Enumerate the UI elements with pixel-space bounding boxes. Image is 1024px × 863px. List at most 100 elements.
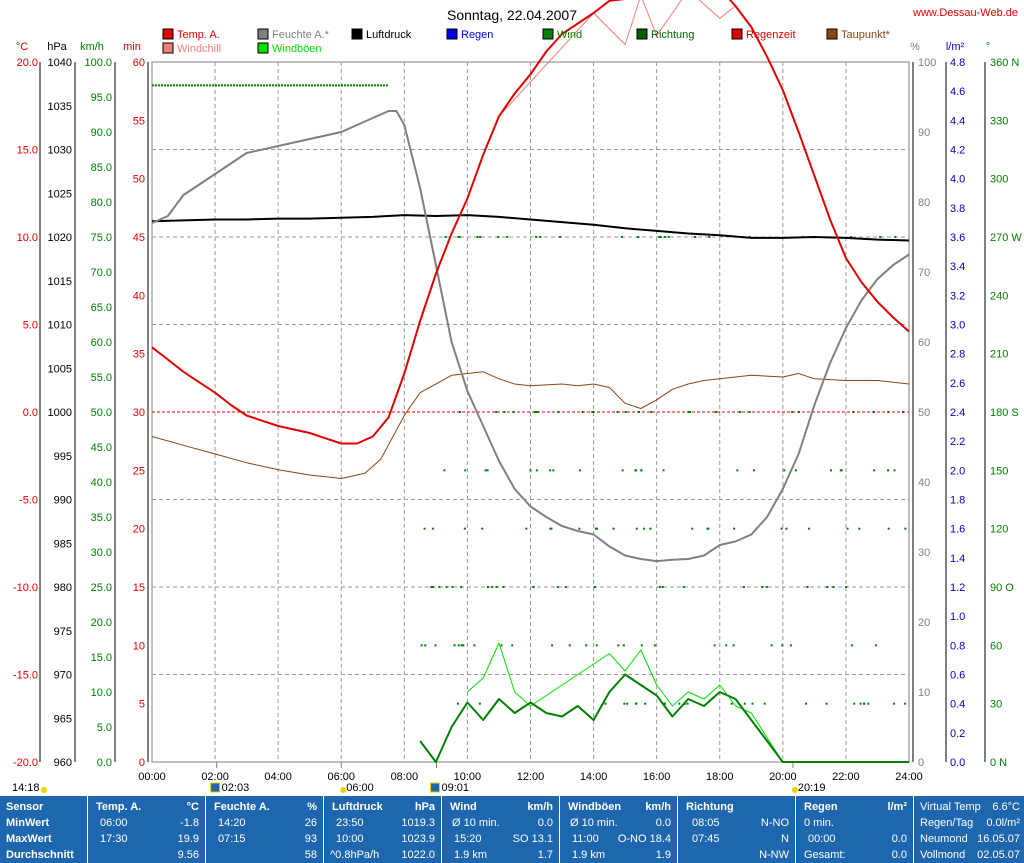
direction-axis-tick-label: 210 xyxy=(990,349,1008,361)
direction-row2-value: N xyxy=(781,833,789,845)
direction-dot xyxy=(438,586,441,588)
wind-axis-tick-label: 50.0 xyxy=(91,407,112,419)
direction-dot xyxy=(536,411,539,413)
direction-dot xyxy=(694,236,697,238)
pressure-header: Luftdruck xyxy=(332,801,383,813)
direction-row2-label: 07:45 xyxy=(692,833,720,845)
direction-dot xyxy=(732,644,735,647)
direction-dot xyxy=(595,644,598,647)
wind-axis-tick-label: 15.0 xyxy=(91,652,112,664)
event-label: 02:03 xyxy=(222,782,250,794)
new-moon-value: 16.05.07 xyxy=(977,833,1020,845)
time-tick-label: 06:00 xyxy=(327,771,355,783)
gusts-row2-value: O-NO 18.4 xyxy=(617,833,671,845)
direction-dot xyxy=(511,644,514,647)
direction-dot xyxy=(479,236,482,238)
direction-dot xyxy=(663,702,666,705)
direction-dot xyxy=(689,411,692,413)
brand-link[interactable]: www.Dessau-Web.de xyxy=(912,7,1018,19)
direction-dot xyxy=(845,586,848,588)
row-label-sensor: Sensor xyxy=(6,801,44,813)
direction-dot xyxy=(495,586,498,588)
legend-label: Temp. A. xyxy=(177,29,220,41)
direction-dot xyxy=(460,586,463,588)
rain-axis-tick-label: 4.2 xyxy=(950,145,965,157)
direction-dot xyxy=(867,702,870,705)
pressure-max-time: 10:00 xyxy=(336,833,364,845)
direction-dot xyxy=(535,411,538,413)
pressure-min-value: 1019.3 xyxy=(401,817,435,829)
direction-dot xyxy=(826,586,829,588)
legend-swatch xyxy=(826,28,838,40)
pressure-axis-tick-label: 970 xyxy=(54,670,72,682)
time-tick-label: 02:00 xyxy=(201,771,229,783)
direction-axis-tick-label: 240 xyxy=(990,290,1008,302)
event-label: 09:01 xyxy=(442,782,470,794)
direction-dot xyxy=(807,527,810,530)
direction-dot xyxy=(451,586,454,588)
stats-pressure: Luftdruck hPa 23:50 1019.3 10:00 1023.9 … xyxy=(324,796,442,863)
direction-dot xyxy=(476,236,479,238)
direction-dot xyxy=(901,411,904,413)
rain-axis-tick-label: 2.0 xyxy=(950,465,965,477)
wind-unit: km/h xyxy=(527,801,553,813)
rain-axis-tick-label: 4.8 xyxy=(950,57,965,69)
wind-axis-tick-label: 65.0 xyxy=(91,302,112,314)
event-label: 06:00 xyxy=(346,782,374,794)
pressure-axis-tick-label: 990 xyxy=(54,495,72,507)
direction-dot xyxy=(873,469,876,472)
direction-dot xyxy=(770,644,773,647)
pressure-axis-unit: hPa xyxy=(47,41,67,53)
legend-swatch xyxy=(731,28,743,40)
direction-dot xyxy=(556,586,559,588)
rain-per-day-label: Regen/Tag xyxy=(920,817,974,829)
direction-dot xyxy=(484,469,487,472)
direction-dot xyxy=(725,644,728,647)
humidity-min-value: 26 xyxy=(304,817,317,829)
direction-dot xyxy=(473,644,476,647)
direction-dot xyxy=(714,411,717,413)
time-tick-label: 10:00 xyxy=(454,771,482,783)
direction-dot xyxy=(863,702,866,705)
direction-dot xyxy=(620,236,623,238)
direction-dot xyxy=(872,411,875,413)
direction-dot xyxy=(658,236,661,238)
temp-min-value: -1.8 xyxy=(180,817,199,829)
direction-dot xyxy=(623,702,626,705)
minutes-axis-tick-label: 25 xyxy=(133,465,145,477)
pressure-axis-tick-label: 1010 xyxy=(48,320,72,332)
direction-axis-tick-label: 360 N xyxy=(990,57,1019,69)
direction-dot xyxy=(637,236,640,238)
direction-dot xyxy=(424,644,427,647)
pressure-axis-tick-label: 1025 xyxy=(48,188,72,200)
series-line-wind xyxy=(419,673,909,763)
legend-label: Regenzeit xyxy=(746,29,796,41)
direction-dot xyxy=(432,586,435,588)
direction-dot xyxy=(445,586,448,588)
legend-swatch xyxy=(162,42,174,54)
time-tick-label: 16:00 xyxy=(643,771,671,783)
gusts-row3-value: 1.9 xyxy=(655,849,671,861)
minutes-axis-tick-label: 40 xyxy=(133,290,145,302)
direction-dot xyxy=(634,469,637,472)
wind-axis-tick-label: 40.0 xyxy=(91,477,112,489)
series-line-luftdruck xyxy=(151,214,910,242)
direction-axis-tick-label: 90 O xyxy=(990,582,1014,594)
row-label-min: MinWert xyxy=(6,817,50,829)
pressure-axis-tick-label: 1015 xyxy=(48,276,72,288)
minutes-axis-tick-label: 60 xyxy=(133,57,145,69)
direction-dot xyxy=(568,644,571,647)
direction-dot xyxy=(464,469,467,472)
pressure-axis-tick-label: 1020 xyxy=(48,232,72,244)
wind-axis-tick-label: 45.0 xyxy=(91,442,112,454)
wind-row2-value: SO 13.1 xyxy=(512,833,553,845)
direction-dot xyxy=(887,527,890,530)
wind-axis-tick-label: 70.0 xyxy=(91,267,112,279)
rain-axis-tick-label: 0.0 xyxy=(950,757,965,769)
temp-header: Temp. A. xyxy=(96,801,142,813)
direction-dot xyxy=(825,702,828,705)
wind-axis-tick-label: 30.0 xyxy=(91,547,112,559)
direction-dot xyxy=(625,411,628,413)
humidity-avg-value: 58 xyxy=(304,849,317,861)
rain-axis-tick-label: 1.4 xyxy=(950,553,965,565)
